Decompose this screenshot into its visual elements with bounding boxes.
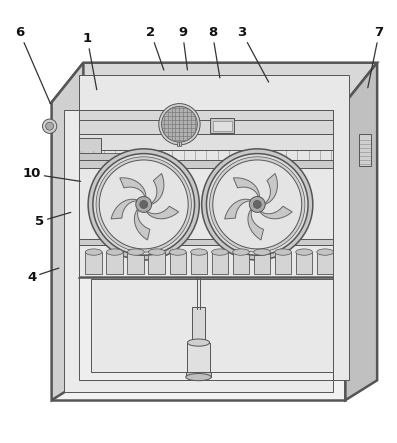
Polygon shape: [233, 252, 249, 274]
Polygon shape: [79, 150, 333, 245]
Ellipse shape: [148, 249, 165, 255]
Polygon shape: [79, 277, 333, 380]
Text: 4: 4: [27, 268, 59, 284]
Polygon shape: [79, 74, 349, 380]
Text: 2: 2: [146, 27, 164, 70]
Polygon shape: [210, 118, 234, 133]
Polygon shape: [111, 199, 138, 219]
Ellipse shape: [212, 249, 228, 255]
Polygon shape: [106, 252, 123, 274]
Ellipse shape: [85, 249, 102, 255]
Text: 9: 9: [178, 27, 187, 70]
Polygon shape: [134, 209, 150, 240]
Circle shape: [88, 149, 199, 260]
Polygon shape: [52, 102, 345, 400]
Polygon shape: [120, 178, 146, 198]
Polygon shape: [151, 174, 164, 204]
Ellipse shape: [233, 249, 249, 255]
Ellipse shape: [275, 249, 291, 255]
Polygon shape: [79, 166, 333, 245]
Ellipse shape: [254, 249, 270, 255]
Ellipse shape: [191, 249, 207, 255]
Polygon shape: [79, 239, 333, 245]
Polygon shape: [79, 110, 333, 134]
Polygon shape: [79, 138, 101, 153]
Polygon shape: [248, 209, 264, 240]
Polygon shape: [359, 134, 371, 166]
Polygon shape: [275, 252, 291, 274]
Polygon shape: [79, 245, 333, 277]
Polygon shape: [91, 279, 333, 373]
Polygon shape: [79, 160, 333, 168]
Circle shape: [253, 201, 261, 208]
Ellipse shape: [186, 373, 211, 381]
Circle shape: [162, 106, 197, 142]
Text: 10: 10: [23, 167, 81, 181]
Polygon shape: [345, 63, 377, 400]
Circle shape: [136, 197, 152, 212]
Polygon shape: [148, 252, 165, 274]
Ellipse shape: [127, 249, 144, 255]
Circle shape: [206, 154, 308, 255]
Polygon shape: [85, 252, 102, 274]
Ellipse shape: [170, 249, 186, 255]
Polygon shape: [254, 252, 270, 274]
Polygon shape: [187, 342, 210, 374]
Ellipse shape: [317, 249, 333, 255]
Circle shape: [99, 160, 188, 249]
Polygon shape: [213, 120, 232, 131]
Polygon shape: [64, 110, 333, 392]
Circle shape: [202, 149, 313, 260]
Circle shape: [96, 157, 191, 252]
Polygon shape: [264, 174, 278, 204]
Polygon shape: [192, 307, 205, 346]
Polygon shape: [317, 252, 333, 274]
Polygon shape: [212, 252, 228, 274]
Polygon shape: [191, 252, 207, 274]
Circle shape: [213, 160, 302, 249]
Circle shape: [210, 157, 305, 252]
Circle shape: [140, 201, 148, 208]
Text: 5: 5: [35, 212, 71, 228]
Polygon shape: [260, 206, 292, 219]
Polygon shape: [177, 134, 181, 146]
Polygon shape: [52, 63, 83, 400]
Text: 7: 7: [368, 27, 384, 88]
Ellipse shape: [106, 249, 123, 255]
Polygon shape: [127, 252, 144, 274]
Text: 3: 3: [237, 27, 269, 82]
Circle shape: [42, 119, 57, 133]
Polygon shape: [170, 252, 186, 274]
Polygon shape: [79, 153, 159, 160]
Text: 6: 6: [15, 27, 50, 104]
Circle shape: [93, 154, 195, 255]
Circle shape: [249, 197, 265, 212]
Ellipse shape: [187, 339, 210, 346]
Polygon shape: [225, 199, 251, 219]
Polygon shape: [146, 206, 179, 219]
Polygon shape: [79, 134, 333, 150]
Polygon shape: [296, 252, 312, 274]
Text: 8: 8: [208, 27, 220, 78]
Polygon shape: [233, 178, 260, 198]
Polygon shape: [52, 63, 377, 102]
Polygon shape: [186, 373, 211, 377]
Circle shape: [159, 104, 200, 145]
Circle shape: [46, 122, 54, 130]
Text: 1: 1: [83, 32, 97, 90]
Ellipse shape: [296, 249, 312, 255]
